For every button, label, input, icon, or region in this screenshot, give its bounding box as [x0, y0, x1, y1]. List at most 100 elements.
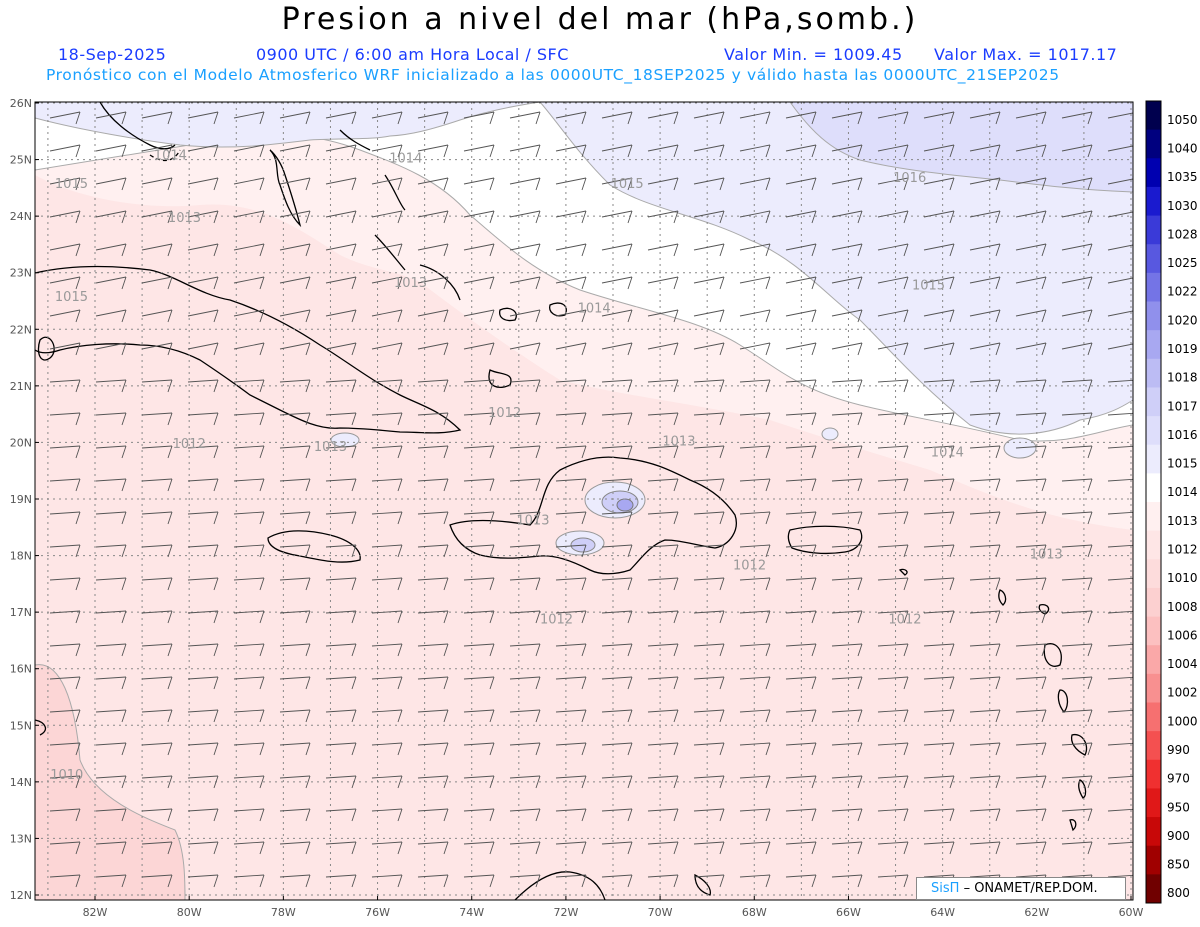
wind-barb	[279, 841, 311, 845]
wind-barb-feather	[811, 276, 817, 290]
wind-barb-feather	[1134, 677, 1138, 689]
wind-barb-feather	[535, 379, 541, 393]
wind-barb	[969, 808, 1001, 812]
colorbar-label: 1008	[1167, 600, 1198, 614]
wind-barb	[739, 243, 771, 251]
wind-barb	[785, 276, 817, 284]
wind-barb	[693, 445, 725, 449]
wind-barb-feather	[1041, 144, 1047, 158]
wind-barb	[417, 342, 449, 350]
wind-barb	[371, 276, 403, 284]
wind-barb-feather	[167, 775, 173, 789]
wind-barb-feather	[811, 342, 817, 356]
colorbar-swatch	[1146, 330, 1161, 360]
wind-barb-feather	[259, 577, 265, 591]
wind-barb	[923, 243, 955, 251]
wind-barb	[785, 177, 817, 185]
wind-barb-feather	[351, 412, 357, 426]
wind-barb-feather	[121, 511, 127, 525]
wind-barb	[1061, 243, 1093, 251]
wind-barb	[601, 577, 633, 581]
wind-barb	[969, 742, 1001, 746]
wind-barb-feather	[765, 379, 771, 393]
wind-barb-feather	[1041, 643, 1047, 657]
wind-barb-feather	[489, 511, 495, 525]
wind-barb-feather	[627, 577, 633, 591]
wind-barb-feather	[949, 544, 955, 558]
wind-barb-feather	[351, 210, 357, 224]
wind-barb	[141, 177, 173, 185]
wind-barb	[49, 243, 81, 251]
wind-barb	[141, 276, 173, 284]
colorbar-swatch	[1146, 416, 1161, 446]
wind-barb	[509, 643, 541, 647]
wind-barb-feather	[167, 276, 173, 290]
wind-barb	[233, 874, 265, 878]
wind-barb-feather	[673, 742, 679, 756]
wind-barb-feather	[167, 643, 173, 657]
wind-barb-feather	[627, 478, 633, 492]
wind-barb-feather	[949, 379, 955, 393]
wind-barb	[325, 243, 357, 251]
wind-barb	[325, 709, 357, 713]
wind-barb-feather	[351, 577, 357, 591]
wind-barb-feather	[857, 841, 863, 855]
wind-barb-feather	[351, 676, 357, 690]
wind-barb-feather	[535, 544, 541, 558]
wind-barb-feather	[397, 511, 403, 525]
wind-barb-feather	[397, 177, 403, 191]
wind-barb	[463, 177, 495, 185]
lat-label: 17N	[10, 606, 32, 619]
wind-barb-feather	[397, 478, 403, 492]
wind-barb	[95, 511, 127, 515]
wind-barb-feather	[489, 610, 495, 624]
wind-barb	[95, 210, 127, 218]
wind-barb	[509, 445, 541, 449]
wind-barb	[325, 841, 357, 845]
contour-label: 1013	[662, 434, 695, 449]
wind-barb-feather	[351, 276, 357, 290]
wind-barb	[647, 643, 679, 647]
wind-barb	[647, 478, 679, 482]
wind-barb-feather	[259, 808, 265, 822]
wind-barb-feather	[535, 742, 541, 756]
wind-barb	[141, 243, 173, 251]
wind-barb	[279, 412, 311, 416]
wind-barb	[647, 276, 679, 284]
wind-barb-feather	[75, 412, 81, 426]
wind-barb	[463, 676, 495, 680]
wind-barb	[739, 111, 771, 119]
wind-barb	[233, 309, 265, 317]
wind-barb-feather	[351, 841, 357, 855]
martinique	[1070, 733, 1088, 756]
wind-barb	[49, 742, 81, 746]
wind-barb	[1015, 610, 1047, 614]
wind-barb	[601, 445, 633, 449]
wind-barb	[49, 544, 81, 548]
wind-barb-feather	[903, 874, 909, 888]
wind-barb-feather	[719, 309, 725, 323]
wind-barb	[877, 177, 909, 185]
wind-barb-feather	[167, 709, 173, 723]
wind-barb-feather	[765, 511, 771, 525]
wind-barb	[509, 577, 541, 581]
wind-barb	[877, 276, 909, 284]
wind-barb	[417, 243, 449, 251]
wind-barb-feather	[213, 808, 219, 822]
wind-barb	[555, 177, 587, 185]
colorbar: 1050 1040 1035 1030 1028 1025 1022 1020 1019 1018…	[1145, 100, 1198, 904]
wind-barb-feather	[489, 276, 495, 290]
wind-barb	[233, 445, 265, 449]
wind-barb	[463, 742, 495, 746]
wind-barb-feather	[1087, 742, 1093, 756]
wind-barb	[417, 309, 449, 317]
wind-barb-feather	[213, 144, 219, 158]
wind-barb	[785, 676, 817, 680]
contour-label: 1012	[540, 612, 573, 627]
wind-barb	[509, 144, 541, 152]
eleuthera	[384, 174, 406, 211]
wind-barb	[1107, 478, 1133, 482]
wind-barb-feather	[75, 775, 81, 789]
wind-barb-feather	[259, 243, 265, 257]
wind-barb	[417, 874, 449, 878]
